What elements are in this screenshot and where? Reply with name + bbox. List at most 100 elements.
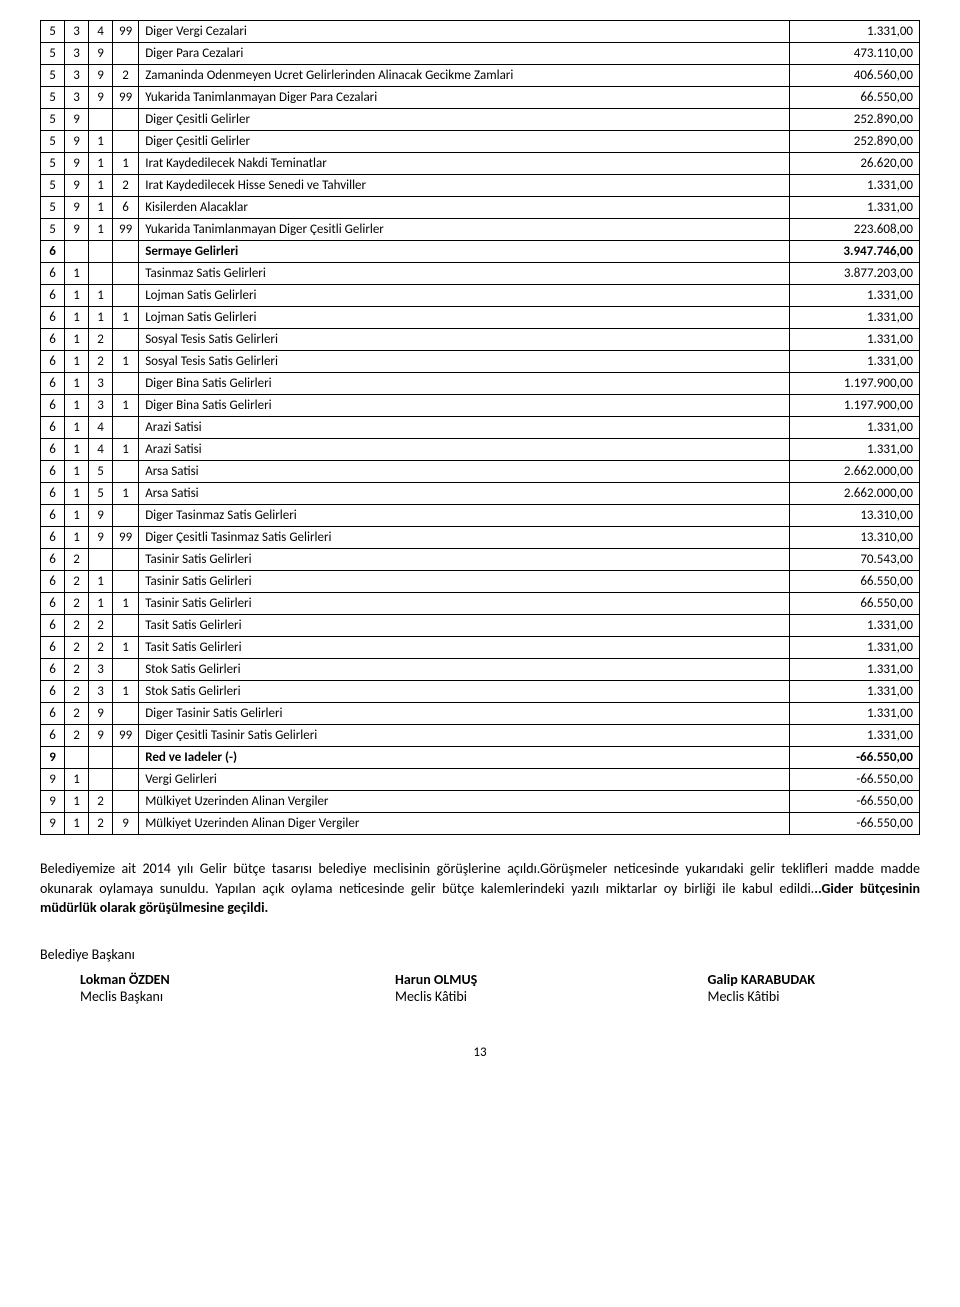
desc-cell: Tasinmaz Satis Gelirleri	[139, 263, 790, 285]
desc-cell: Diger Çesitli Gelirler	[139, 109, 790, 131]
code-cell: 6	[41, 571, 65, 593]
table-row: 53499Diger Vergi Cezalari1.331,00	[41, 21, 920, 43]
code-cell: 2	[65, 659, 89, 681]
amount-cell: -66.550,00	[790, 791, 920, 813]
code-cell: 1	[89, 285, 113, 307]
table-row: 6221Tasit Satis Gelirleri1.331,00	[41, 637, 920, 659]
amount-cell: 1.331,00	[790, 703, 920, 725]
amount-cell: 1.331,00	[790, 615, 920, 637]
table-row: 6231Stok Satis Gelirleri1.331,00	[41, 681, 920, 703]
code-cell: 6	[41, 329, 65, 351]
code-cell: 3	[89, 395, 113, 417]
code-cell: 1	[65, 373, 89, 395]
code-cell: 4	[89, 21, 113, 43]
code-cell: 1	[65, 769, 89, 791]
code-cell: 1	[65, 329, 89, 351]
code-cell: 1	[65, 813, 89, 835]
code-cell: 5	[41, 43, 65, 65]
code-cell: 2	[65, 637, 89, 659]
code-cell: 6	[41, 703, 65, 725]
code-cell: 1	[89, 153, 113, 175]
table-row: 53999Yukarida Tanimlanmayan Diger Para C…	[41, 87, 920, 109]
code-cell: 1	[113, 681, 139, 703]
amount-cell: -66.550,00	[790, 769, 920, 791]
code-cell: 1	[89, 593, 113, 615]
amount-cell: 66.550,00	[790, 87, 920, 109]
desc-cell: Tasinir Satis Gelirleri	[139, 571, 790, 593]
code-cell	[113, 461, 139, 483]
amount-cell: 13.310,00	[790, 527, 920, 549]
signature-heading: Belediye Başkanı	[40, 946, 920, 963]
code-cell: 2	[89, 791, 113, 813]
code-cell	[113, 769, 139, 791]
table-row: 5912Irat Kaydedilecek Hisse Senedi ve Ta…	[41, 175, 920, 197]
code-cell	[65, 241, 89, 263]
code-cell	[65, 747, 89, 769]
desc-cell: Diger Çesitli Gelirler	[139, 131, 790, 153]
table-row: 615Arsa Satisi2.662.000,00	[41, 461, 920, 483]
table-row: 612Sosyal Tesis Satis Gelirleri1.331,00	[41, 329, 920, 351]
table-row: 6211Tasinir Satis Gelirleri66.550,00	[41, 593, 920, 615]
code-cell: 5	[41, 197, 65, 219]
code-cell: 9	[113, 813, 139, 835]
desc-cell: Arazi Satisi	[139, 439, 790, 461]
code-cell: 2	[65, 571, 89, 593]
desc-cell: Diger Tasinir Satis Gelirleri	[139, 703, 790, 725]
code-cell: 3	[65, 65, 89, 87]
code-cell: 1	[89, 175, 113, 197]
table-row: 61Tasinmaz Satis Gelirleri3.877.203,00	[41, 263, 920, 285]
code-cell: 9	[65, 219, 89, 241]
amount-cell: 1.197.900,00	[790, 395, 920, 417]
desc-cell: Arsa Satisi	[139, 483, 790, 505]
table-row: 6Sermaye Gelirleri3.947.746,00	[41, 241, 920, 263]
table-row: 912Mülkiyet Uzerinden Alinan Vergiler-66…	[41, 791, 920, 813]
code-cell: 1	[65, 285, 89, 307]
amount-cell: 473.110,00	[790, 43, 920, 65]
amount-cell: 1.331,00	[790, 681, 920, 703]
code-cell: 1	[65, 417, 89, 439]
desc-cell: Arazi Satisi	[139, 417, 790, 439]
code-cell: 6	[41, 461, 65, 483]
code-cell: 3	[89, 373, 113, 395]
table-row: 5916Kisilerden Alacaklar1.331,00	[41, 197, 920, 219]
code-cell	[89, 769, 113, 791]
desc-cell: Mülkiyet Uzerinden Alinan Vergiler	[139, 791, 790, 813]
code-cell: 2	[113, 175, 139, 197]
signature-col-1: Harun OLMUŞ Meclis Kâtibi	[335, 971, 608, 1005]
code-cell	[113, 703, 139, 725]
amount-cell: 1.331,00	[790, 725, 920, 747]
amount-cell: 1.331,00	[790, 439, 920, 461]
desc-cell: Yukarida Tanimlanmayan Diger Çesitli Gel…	[139, 219, 790, 241]
desc-cell: Stok Satis Gelirleri	[139, 681, 790, 703]
code-cell	[113, 263, 139, 285]
code-cell: 5	[41, 175, 65, 197]
code-cell: 2	[89, 615, 113, 637]
amount-cell: 1.331,00	[790, 417, 920, 439]
desc-cell: Lojman Satis Gelirleri	[139, 285, 790, 307]
code-cell: 5	[41, 131, 65, 153]
table-row: 9Red ve Iadeler (-)-66.550,00	[41, 747, 920, 769]
desc-cell: Sosyal Tesis Satis Gelirleri	[139, 351, 790, 373]
amount-cell: 1.331,00	[790, 21, 920, 43]
code-cell: 6	[41, 417, 65, 439]
code-cell: 9	[65, 153, 89, 175]
code-cell: 6	[41, 681, 65, 703]
code-cell: 6	[41, 637, 65, 659]
table-row: 59Diger Çesitli Gelirler252.890,00	[41, 109, 920, 131]
code-cell: 3	[65, 43, 89, 65]
table-row: 91Vergi Gelirleri-66.550,00	[41, 769, 920, 791]
code-cell: 1	[65, 791, 89, 813]
code-cell: 6	[41, 725, 65, 747]
table-row: 622Tasit Satis Gelirleri1.331,00	[41, 615, 920, 637]
code-cell: 9	[89, 505, 113, 527]
code-cell: 2	[65, 703, 89, 725]
code-cell: 9	[65, 131, 89, 153]
code-cell: 6	[41, 483, 65, 505]
signature-col-0: Lokman ÖZDEN Meclis Başkanı	[40, 971, 335, 1005]
code-cell	[113, 329, 139, 351]
code-cell: 9	[65, 197, 89, 219]
desc-cell: Tasinir Satis Gelirleri	[139, 549, 790, 571]
table-row: 62Tasinir Satis Gelirleri70.543,00	[41, 549, 920, 571]
code-cell: 5	[89, 461, 113, 483]
code-cell: 99	[113, 21, 139, 43]
